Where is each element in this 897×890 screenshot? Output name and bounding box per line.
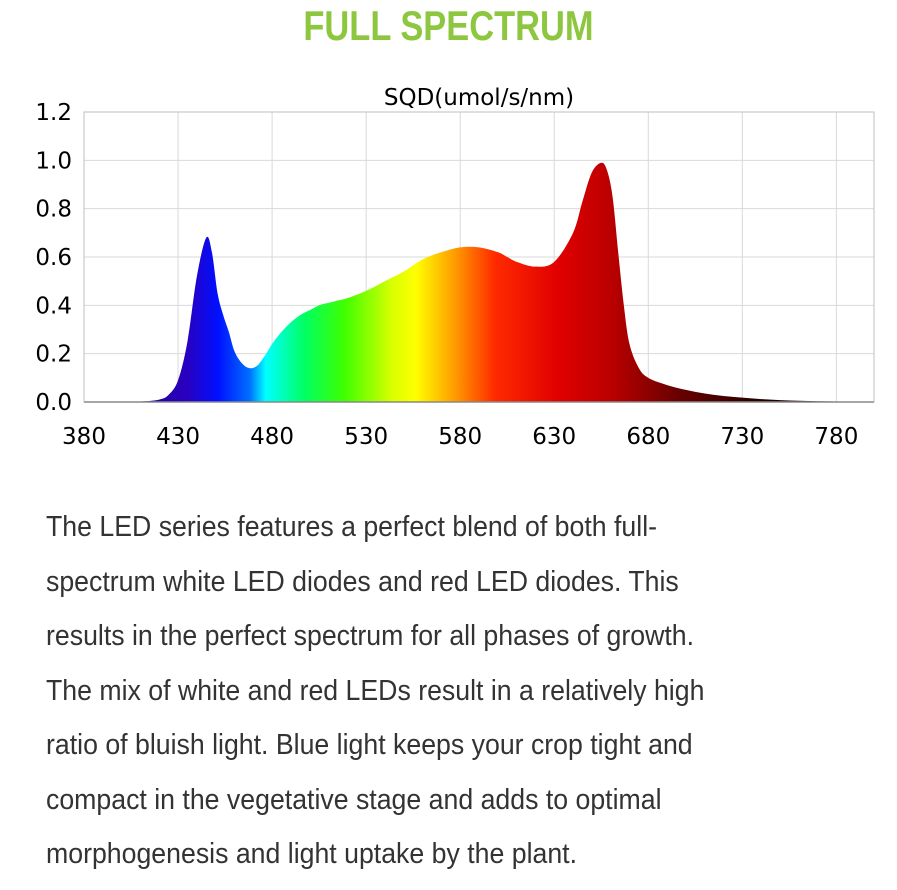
x-tick-label: 480 <box>250 424 294 450</box>
x-tick-label: 430 <box>156 424 200 450</box>
description-line: spectrum white LED diodes and red LED di… <box>46 565 679 598</box>
description-line: The mix of white and red LEDs result in … <box>46 674 705 707</box>
page-title: FULL SPECTRUM <box>303 2 594 49</box>
chart-title: SQD(umol/s/nm) <box>384 85 574 111</box>
y-tick-label: 0.2 <box>35 342 72 368</box>
y-tick-label: 1.0 <box>35 148 72 174</box>
x-tick-label: 680 <box>626 424 670 450</box>
description-line: compact in the vegetative stage and adds… <box>46 783 662 816</box>
x-tick-label: 780 <box>814 424 858 450</box>
description: The LED series features a perfect blend … <box>46 500 866 882</box>
spectrum-chart: 0.0 0.2 0.4 0.6 0.8 1.0 1.2 380 430 480 530 580 630… <box>0 70 897 470</box>
description-line: ratio of bluish light. Blue light keeps … <box>46 729 693 761</box>
y-tick-label: 0.8 <box>35 197 72 223</box>
spectrum-area <box>84 162 874 402</box>
x-tick-label: 580 <box>438 424 482 450</box>
spectrum-chart-svg: 0.0 0.2 0.4 0.6 0.8 1.0 1.2 380 430 480 530 580 630… <box>35 85 875 450</box>
y-axis-ticks: 0.0 0.2 0.4 0.6 0.8 1.0 1.2 <box>35 100 72 416</box>
x-tick-label: 630 <box>532 424 576 450</box>
description-line: results in the perfect spectrum for all … <box>46 620 695 652</box>
plot-frame <box>83 111 875 403</box>
y-tick-label: 1.2 <box>35 100 72 126</box>
description-line: morphogenesis and light uptake by the pl… <box>46 838 577 870</box>
x-axis-ticks: 380 430 480 530 580 630 680 730 780 <box>62 424 858 450</box>
y-tick-label: 0.0 <box>35 390 72 416</box>
x-tick-label: 730 <box>720 424 764 450</box>
description-line: The LED series features a perfect blend … <box>46 511 658 543</box>
y-tick-label: 0.6 <box>35 245 72 271</box>
x-tick-label: 380 <box>62 424 106 450</box>
y-tick-label: 0.4 <box>35 293 72 319</box>
x-tick-label: 530 <box>344 424 388 450</box>
